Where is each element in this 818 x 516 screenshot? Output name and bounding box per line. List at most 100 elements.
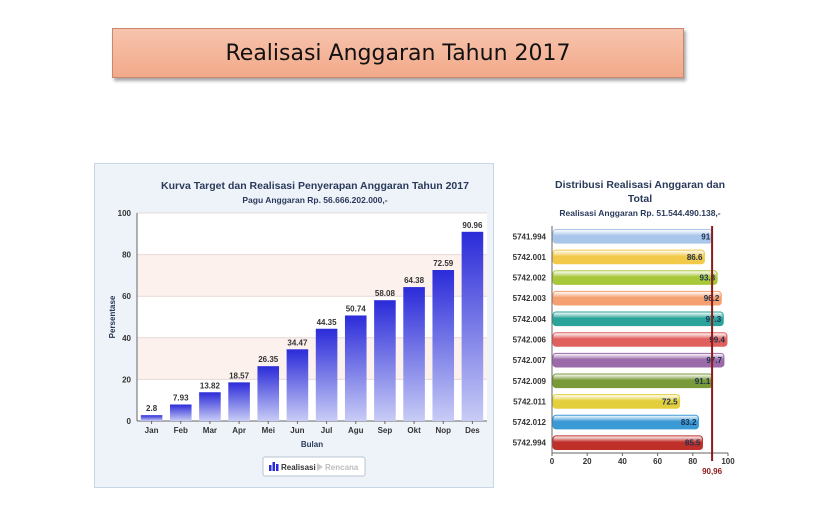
page-title: Realisasi Anggaran Tahun 2017 [112, 28, 684, 78]
bar-okt [403, 287, 425, 421]
distribution-chart-panel: Distribusi Realisasi Anggaran dan Total Re… [506, 163, 751, 488]
data-label: 83.2 [681, 418, 697, 427]
y-tick-label: 40 [122, 334, 131, 343]
data-label: 64.38 [404, 276, 425, 285]
bar-jul [315, 328, 338, 421]
plot-area [137, 213, 487, 421]
bar-nop [432, 270, 455, 421]
legend-icon-bar [269, 465, 272, 471]
grid-band [137, 337, 487, 380]
x-tick-label: Jun [290, 426, 304, 435]
legend-label[interactable]: Rencana [325, 463, 359, 472]
data-label: 97.7 [706, 356, 722, 365]
y-tick-label: 60 [122, 292, 131, 301]
data-label: 72.5 [662, 397, 678, 406]
bar-sep [374, 300, 396, 421]
grid-band [137, 254, 487, 297]
y-tick-label: 80 [122, 251, 131, 260]
x-tick-label: Okt [407, 426, 421, 435]
reference-line-label: 90,96 [702, 467, 723, 476]
bar-5742-012 [552, 414, 699, 430]
x-tick-label: Apr [232, 426, 246, 435]
chart2-title: Distribusi Realisasi Anggaran dan [555, 179, 725, 191]
distribution-chart: Distribusi Realisasi Anggaran dan Total Re… [513, 179, 736, 476]
data-label: 91 [701, 232, 710, 241]
bar-des [461, 231, 484, 421]
data-label: 90.96 [462, 221, 483, 230]
bar-5742-004 [552, 311, 724, 327]
x-tick-label: Sep [378, 426, 393, 435]
data-label: 91.1 [695, 377, 711, 386]
data-label: 93.8 [700, 274, 716, 283]
chart1-subtitle: Pagu Anggaran Rp. 56.666.202.000,- [242, 195, 387, 205]
x-tick-label: Jan [145, 426, 159, 435]
y-tick-label: 20 [122, 375, 131, 384]
x-tick-label: Agu [348, 426, 364, 435]
y-axis-label: Persentase [108, 295, 117, 338]
y-tick-label: 5742.994 [513, 439, 547, 448]
data-label: 86.6 [687, 253, 703, 262]
legend-icon-arrow [317, 463, 323, 471]
legend-box [262, 456, 366, 477]
monthly-realization-chart: Kurva Target dan Realisasi Penyerapan An… [108, 180, 487, 477]
legend-icon-bar [276, 464, 279, 471]
bar-5742-002 [552, 270, 718, 285]
data-label: 26.35 [258, 355, 279, 364]
y-tick-label: 5741.994 [513, 232, 547, 241]
data-label: 72.59 [433, 259, 454, 268]
x-tick-label: 80 [688, 457, 697, 466]
bar-5742-009 [552, 373, 713, 389]
y-tick-label: 5742.003 [513, 294, 547, 303]
chart1-title: Kurva Target dan Realisasi Penyerapan An… [161, 180, 469, 192]
bar-5742-011 [552, 394, 681, 409]
bar-jan [140, 415, 163, 421]
y-tick-label: 5742.002 [513, 274, 547, 283]
y-tick-label: 100 [118, 209, 132, 218]
legend-item-realisasi[interactable]: Realisasi [269, 462, 316, 472]
data-label: 50.74 [346, 304, 367, 313]
y-tick-label: 5742.009 [513, 377, 547, 386]
monthly-chart-panel: Kurva Target dan Realisasi Penyerapan An… [94, 163, 494, 488]
x-tick-label: 60 [653, 457, 662, 466]
bar-5742-001 [552, 249, 705, 265]
data-label: 7.93 [173, 394, 189, 403]
legend-item-rencana[interactable]: Rencana [317, 463, 359, 472]
y-tick-label: 5742.007 [513, 356, 547, 365]
data-label: 85.5 [685, 439, 701, 448]
data-label: 18.57 [229, 371, 250, 380]
bar-5742-006 [552, 332, 728, 347]
x-tick-label: 40 [618, 457, 627, 466]
x-tick-label: 0 [550, 457, 555, 466]
y-tick-label: 5742.006 [513, 336, 547, 345]
data-label: 58.08 [375, 289, 396, 298]
x-tick-label: 100 [721, 457, 735, 466]
chart2-subtitle: Realisasi Anggaran Rp. 51.544.490.138,- [559, 208, 720, 218]
bar-mei [257, 366, 280, 421]
data-label: 2.8 [146, 404, 158, 413]
y-tick-label: 0 [127, 417, 132, 426]
legend-icon-bar [272, 462, 275, 471]
y-tick-label: 5742.012 [513, 418, 547, 427]
x-tick-label: Mar [203, 426, 217, 435]
data-label: 44.35 [317, 318, 338, 327]
bar-mar [199, 392, 221, 421]
x-tick-label: Jul [321, 426, 333, 435]
legend-label[interactable]: Realisasi [281, 463, 316, 472]
bar-5742-003 [552, 290, 722, 306]
bar-feb [169, 404, 192, 421]
bar-agu [344, 315, 367, 421]
data-label: 99.4 [709, 336, 725, 345]
bar-5742-994 [552, 435, 703, 450]
x-tick-label: Nop [435, 426, 451, 435]
data-label: 13.82 [200, 381, 221, 390]
x-tick-label: Mei [262, 426, 275, 435]
bar-apr [228, 382, 250, 421]
x-axis-label: Bulan [301, 440, 323, 449]
chart1-legend: Realisasi Rencana [262, 456, 366, 477]
y-tick-label: 5742.011 [513, 397, 546, 406]
x-tick-label: Feb [174, 426, 188, 435]
bar-5741-994 [552, 229, 713, 244]
bar-jun [286, 349, 309, 421]
data-label: 34.47 [287, 338, 308, 347]
x-tick-label: 20 [583, 457, 592, 466]
